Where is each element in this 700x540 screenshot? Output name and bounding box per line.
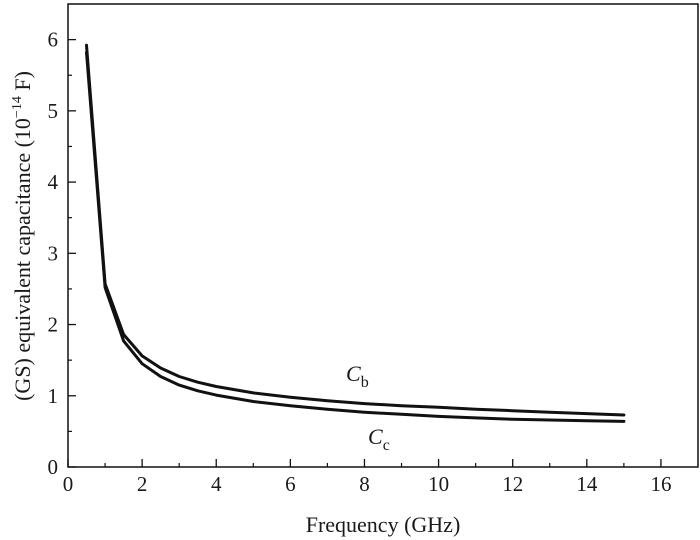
x-tick-labels: 0 2 4 6 8 10 12 14 16 xyxy=(63,472,672,496)
y-tick-label: 4 xyxy=(48,170,59,194)
series-label-cc: Cc xyxy=(368,424,390,454)
x-axis-label: Frequency (GHz) xyxy=(306,512,461,537)
series-lines xyxy=(85,43,626,423)
y-tick-label: 3 xyxy=(48,241,59,265)
y-tick-label: 5 xyxy=(48,99,59,123)
y-ticks xyxy=(68,38,76,468)
x-tick-label: 2 xyxy=(137,472,148,496)
x-tick-label: 4 xyxy=(211,472,222,496)
x-tick-label: 0 xyxy=(63,472,74,496)
y-tick-label: 0 xyxy=(48,455,59,479)
plot-frame xyxy=(67,3,699,468)
x-tick-label: 14 xyxy=(576,472,598,496)
series-label-cb: Cb xyxy=(346,361,369,391)
x-tick-label: 12 xyxy=(502,472,523,496)
series-label-cc-sub: c xyxy=(383,437,390,454)
x-tick-label: 8 xyxy=(359,472,370,496)
x-tick-label: 6 xyxy=(285,472,296,496)
x-tick-label: 10 xyxy=(428,472,449,496)
y-axis-label-suffix: F) xyxy=(10,71,35,96)
y-tick-label: 6 xyxy=(48,28,59,52)
y-tick-label: 2 xyxy=(48,313,59,337)
y-axis-label-exponent: −14 xyxy=(10,96,25,118)
x-tick-label: 16 xyxy=(650,472,671,496)
y-tick-labels: 0 1 2 3 4 5 6 xyxy=(48,28,59,479)
x-ticks xyxy=(67,459,662,467)
series-label-cc-main: C xyxy=(368,424,383,449)
y-axis-label-prefix: (GS) equivalent capacitance (10 xyxy=(10,118,35,401)
series-label-cb-sub: b xyxy=(361,374,369,391)
series-line-cc xyxy=(85,50,626,423)
series-label-cb-main: C xyxy=(346,361,361,386)
series-line-cb xyxy=(85,43,626,417)
y-axis-label: (GS) equivalent capacitance (10−14 F) xyxy=(10,71,35,401)
y-tick-label: 1 xyxy=(48,384,59,408)
